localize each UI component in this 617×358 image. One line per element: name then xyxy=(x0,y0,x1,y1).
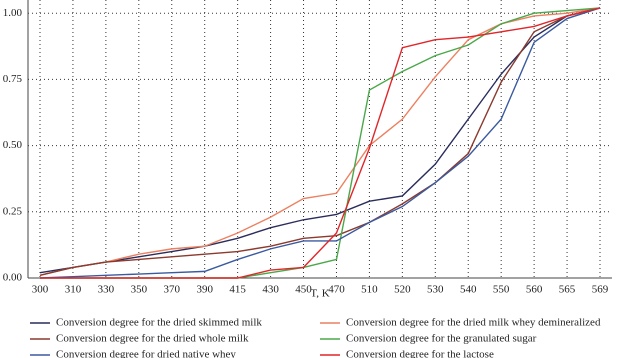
x-axis-label: T, K xyxy=(310,288,329,300)
legend-label: Conversion degree for the dried skimmed … xyxy=(56,317,262,329)
legend-label: Conversion degree for the dried milk whe… xyxy=(346,317,601,329)
x-tick-label: 415 xyxy=(229,284,246,296)
legend-label: Conversion degree for dried native whey xyxy=(56,349,236,358)
y-tick-label: 1.00 xyxy=(3,7,23,19)
series-line xyxy=(39,7,601,274)
x-tick-label: 430 xyxy=(262,284,279,296)
x-tick-label: 330 xyxy=(98,284,115,296)
x-tick-label: 450 xyxy=(295,284,312,296)
x-tick-label: 350 xyxy=(131,284,148,296)
x-tick-label: 540 xyxy=(460,284,477,296)
legend-label: Conversion degree for the dried whole mi… xyxy=(56,333,249,345)
legend-label: Conversion degree for the granulated sug… xyxy=(346,333,537,345)
x-tick-label: 550 xyxy=(493,284,510,296)
x-tick-label: 569 xyxy=(592,284,609,296)
x-tick-label: 520 xyxy=(394,284,411,296)
x-tick-label: 560 xyxy=(526,284,543,296)
y-tick-label: 0.75 xyxy=(3,73,23,85)
x-tick-label: 565 xyxy=(559,284,576,296)
x-tick-label: 300 xyxy=(32,284,49,296)
legend-label: Conversion degree for the lactose xyxy=(346,349,494,358)
x-tick-label: 530 xyxy=(427,284,444,296)
series-line xyxy=(40,7,601,279)
x-tick-label: 370 xyxy=(164,284,181,296)
x-tick-label: 470 xyxy=(328,284,345,296)
y-tick-label: 0.25 xyxy=(3,205,23,217)
series-line xyxy=(39,7,601,277)
x-tick-label: 390 xyxy=(196,284,213,296)
y-tick-label: 0.50 xyxy=(3,139,23,151)
y-tick-label: 0.00 xyxy=(3,272,23,284)
series-line xyxy=(39,7,601,279)
x-tick-label: 310 xyxy=(65,284,82,296)
x-tick-label: 510 xyxy=(361,284,378,296)
series-line xyxy=(39,7,601,277)
